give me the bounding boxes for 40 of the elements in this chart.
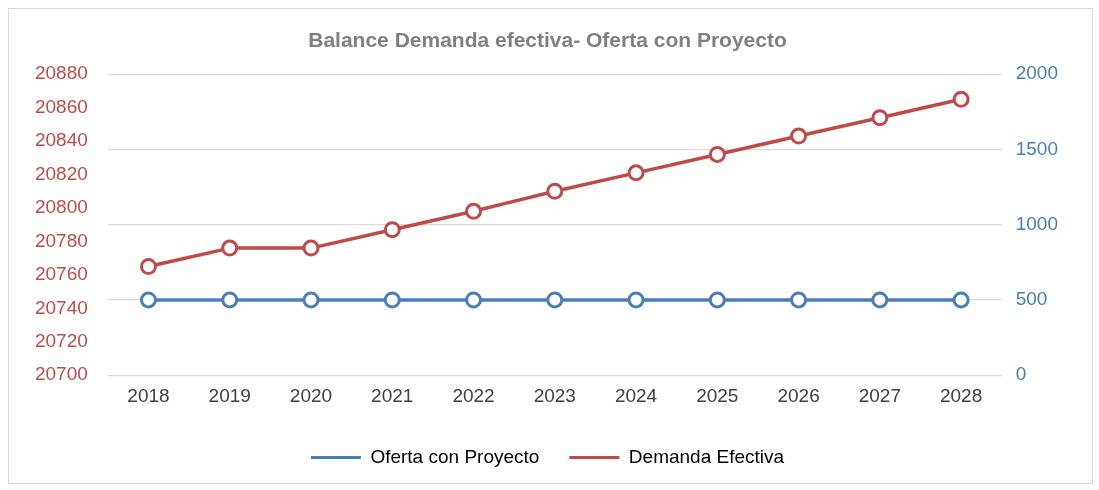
point bbox=[383, 221, 401, 239]
x-tick-label: 2021 bbox=[371, 384, 414, 406]
point bbox=[871, 109, 889, 127]
point bbox=[302, 239, 320, 257]
x-tick-label: 2022 bbox=[452, 384, 495, 406]
point bbox=[708, 145, 726, 163]
y-tick-label: 20780 bbox=[34, 229, 88, 251]
point bbox=[546, 182, 564, 200]
x-tick-label: 2018 bbox=[127, 384, 170, 406]
y2-tick-label: 1000 bbox=[1015, 212, 1059, 234]
point bbox=[952, 90, 970, 108]
y2-tick-label: 1500 bbox=[1015, 137, 1059, 159]
legend-label: Demanda Efectiva bbox=[628, 445, 785, 467]
y-tick-label: 20860 bbox=[34, 95, 88, 117]
y-tick-label: 20720 bbox=[34, 329, 88, 351]
legend-label: Oferta con Proyecto bbox=[370, 445, 540, 467]
chart-title: Balance Demanda efectiva- Oferta con Proyecto bbox=[308, 28, 787, 52]
y-tick-label: 20760 bbox=[34, 263, 88, 285]
x-tick-label: 2026 bbox=[777, 384, 820, 406]
y-tick-label: 20840 bbox=[34, 129, 88, 151]
x-tick-label: 2025 bbox=[696, 384, 739, 406]
x-tick-label: 2023 bbox=[533, 384, 576, 406]
y-tick-label: 20700 bbox=[34, 363, 88, 385]
y-tick-label: 20740 bbox=[34, 296, 88, 318]
x-tick-label: 2027 bbox=[858, 384, 901, 406]
point bbox=[465, 202, 483, 220]
y-tick-label: 20800 bbox=[34, 196, 88, 218]
y2-tick-label: 0 bbox=[1015, 363, 1027, 385]
point bbox=[790, 127, 808, 145]
x-tick-label: 2019 bbox=[208, 384, 251, 406]
x-tick-label: 2028 bbox=[939, 384, 983, 406]
y2-tick-label: 2000 bbox=[1015, 62, 1059, 84]
y-tick-label: 20880 bbox=[34, 62, 88, 84]
point bbox=[139, 258, 157, 276]
point bbox=[627, 164, 645, 182]
x-tick-label: 2024 bbox=[614, 384, 658, 406]
point bbox=[221, 239, 239, 257]
x-tick-label: 2020 bbox=[289, 384, 333, 406]
y-tick-label: 20820 bbox=[34, 162, 88, 184]
y2-tick-label: 500 bbox=[1015, 288, 1048, 310]
